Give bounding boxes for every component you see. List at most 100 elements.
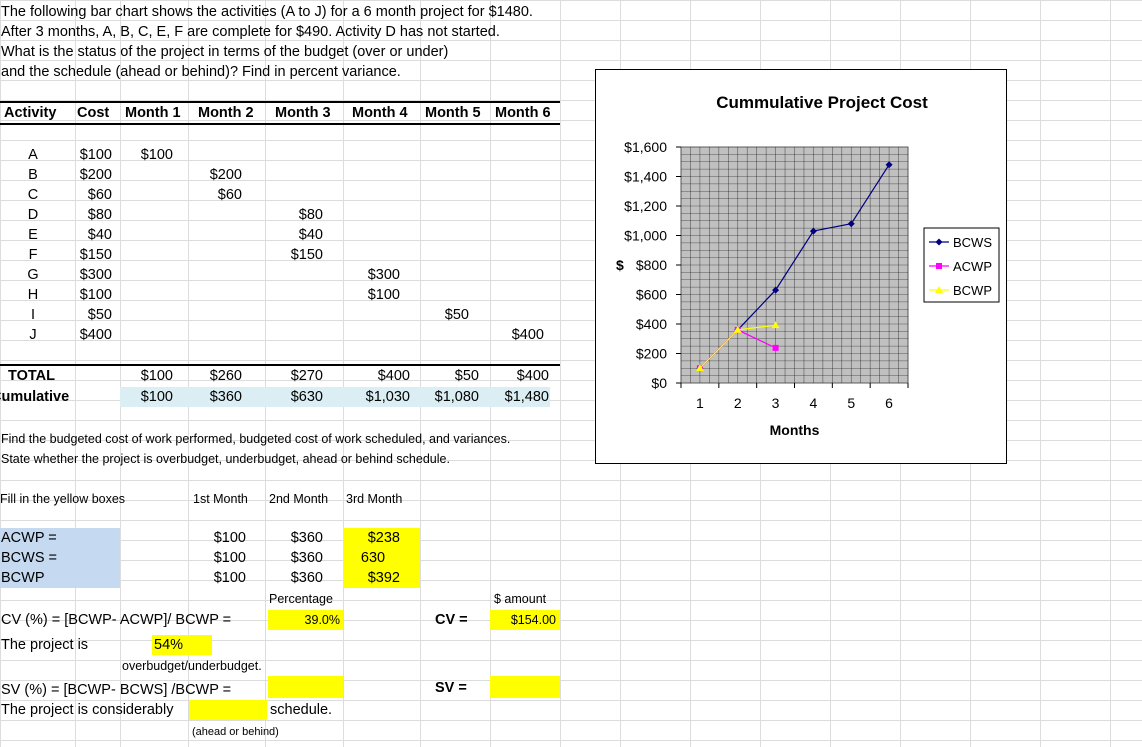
month-cost: $100 xyxy=(140,147,173,163)
activity-id: A xyxy=(28,147,38,163)
total-label: TOTAL xyxy=(8,368,55,384)
x-tick-label: 4 xyxy=(810,395,818,411)
x-tick-label: 6 xyxy=(885,395,893,411)
acwp-label: ACWP = xyxy=(1,530,57,546)
header-month-5: Month 5 xyxy=(425,105,481,121)
activity-id: D xyxy=(27,207,39,223)
month-cost: $100 xyxy=(367,287,400,303)
activity-id: G xyxy=(27,267,39,283)
y-tick-label: $800 xyxy=(636,257,667,273)
fill-value[interactable]: $392 xyxy=(367,570,400,586)
schedule-status-box[interactable] xyxy=(189,700,267,720)
y-tick-label: $400 xyxy=(636,316,667,332)
header-cost: Cost xyxy=(77,105,110,121)
problem-line: and the schedule (ahead or behind)? Find… xyxy=(1,64,401,80)
activity-id: E xyxy=(28,227,38,243)
activity-cost: $300 xyxy=(79,267,112,283)
month-cost: $300 xyxy=(367,267,400,283)
activity-id: C xyxy=(27,187,39,203)
header-month-3: Month 3 xyxy=(275,105,331,121)
sv-label: SV = xyxy=(435,680,467,696)
instruction-line: State whether the project is overbudget,… xyxy=(1,452,450,466)
sv-amount-box[interactable] xyxy=(490,676,560,698)
y-tick-label: $0 xyxy=(651,375,667,391)
cumulative-value: $630 xyxy=(290,389,323,405)
cv-amount-box[interactable] xyxy=(490,610,560,630)
x-tick-label: 3 xyxy=(772,395,780,411)
column-divider xyxy=(188,0,189,747)
column-divider xyxy=(560,0,561,747)
month-cost: $400 xyxy=(511,327,544,343)
legend-label: BCWP xyxy=(953,283,992,298)
y-tick-label: $1,000 xyxy=(624,228,667,244)
chart-svg: Cummulative Project Cost $0 $200 $400 $600 $8… xyxy=(616,93,1000,438)
budget-hint: overbudget/underbudget. xyxy=(122,659,262,673)
fill-value: $360 xyxy=(290,530,323,546)
header-month-2: Month 2 xyxy=(198,105,254,121)
total-value: $270 xyxy=(290,368,323,384)
cumulative-label: Cumulative xyxy=(0,389,70,405)
data-point-bcws xyxy=(809,227,817,235)
fill-value: $100 xyxy=(213,530,246,546)
total-value: $100 xyxy=(140,368,173,384)
y-tick-label: $600 xyxy=(636,287,667,303)
cv-label: CV = xyxy=(435,612,468,628)
activity-id: F xyxy=(28,247,38,263)
y-tick-label: $1,600 xyxy=(624,139,667,155)
schedule-hint: (ahead or behind) xyxy=(192,726,279,738)
yellow-input-box[interactable] xyxy=(343,528,420,588)
cumulative-value: $100 xyxy=(140,389,173,405)
sv-formula: SV (%) = [BCWP- BCWS] /BCWP = xyxy=(1,682,232,698)
label-highlight xyxy=(0,528,120,588)
totals-rule xyxy=(0,364,560,366)
project-status-box[interactable] xyxy=(152,635,212,655)
column-divider xyxy=(120,0,121,747)
activity-cost: $200 xyxy=(79,167,112,183)
activity-cost: $100 xyxy=(79,287,112,303)
header-activity: Activity xyxy=(4,105,57,121)
instruction-line: Find the budgeted cost of work performed… xyxy=(1,432,511,446)
y-tick-label: $1,400 xyxy=(624,169,667,185)
data-point-bcwp xyxy=(733,325,742,333)
activity-cost: $150 xyxy=(79,247,112,263)
schedule-word: schedule. xyxy=(270,702,333,718)
month-label: 2nd Month xyxy=(269,492,329,506)
column-divider xyxy=(1110,0,1111,747)
cv-percent-box[interactable] xyxy=(268,610,343,630)
sv-percent-box[interactable] xyxy=(268,676,343,698)
data-point-bcws xyxy=(772,286,780,294)
total-value: $260 xyxy=(209,368,242,384)
legend-marker xyxy=(935,286,943,293)
data-point-acwp xyxy=(772,344,779,351)
cumulative-cost-chart[interactable]: Cummulative Project Cost $0 $200 $400 $600 $8… xyxy=(595,69,1007,464)
activity-id: B xyxy=(28,167,38,183)
month-cost: $50 xyxy=(444,307,469,323)
month-cost: $150 xyxy=(290,247,323,263)
y-axis-label: $ xyxy=(616,257,624,273)
activity-id: I xyxy=(30,307,36,323)
header-month-4: Month 4 xyxy=(352,105,408,121)
cumulative-value: $1,030 xyxy=(365,389,410,405)
fill-value[interactable]: 630 xyxy=(360,550,386,566)
column-divider xyxy=(1040,0,1041,747)
x-tick-label: 1 xyxy=(696,395,704,411)
data-point-bcws xyxy=(885,161,893,169)
cumulative-value: $1,480 xyxy=(504,389,549,405)
activity-id: H xyxy=(27,287,39,303)
activity-id: J xyxy=(29,327,37,343)
fill-value: $100 xyxy=(213,550,246,566)
chart-title: Cummulative Project Cost xyxy=(716,93,928,112)
project-is-label: The project is xyxy=(1,637,89,653)
problem-line: After 3 months, A, B, C, E, F are comple… xyxy=(1,24,500,40)
legend-marker xyxy=(935,238,943,246)
y-tick-label: $200 xyxy=(636,346,667,362)
fill-value: $360 xyxy=(290,550,323,566)
table-top-rule xyxy=(0,101,560,103)
month-label: 1st Month xyxy=(193,492,248,506)
column-divider xyxy=(343,0,344,747)
problem-line: The following bar chart shows the activi… xyxy=(1,4,533,20)
data-point-bcwp xyxy=(771,321,780,329)
column-divider xyxy=(265,0,266,747)
project-status-value: 54% xyxy=(154,637,184,653)
fill-value[interactable]: $238 xyxy=(367,530,400,546)
